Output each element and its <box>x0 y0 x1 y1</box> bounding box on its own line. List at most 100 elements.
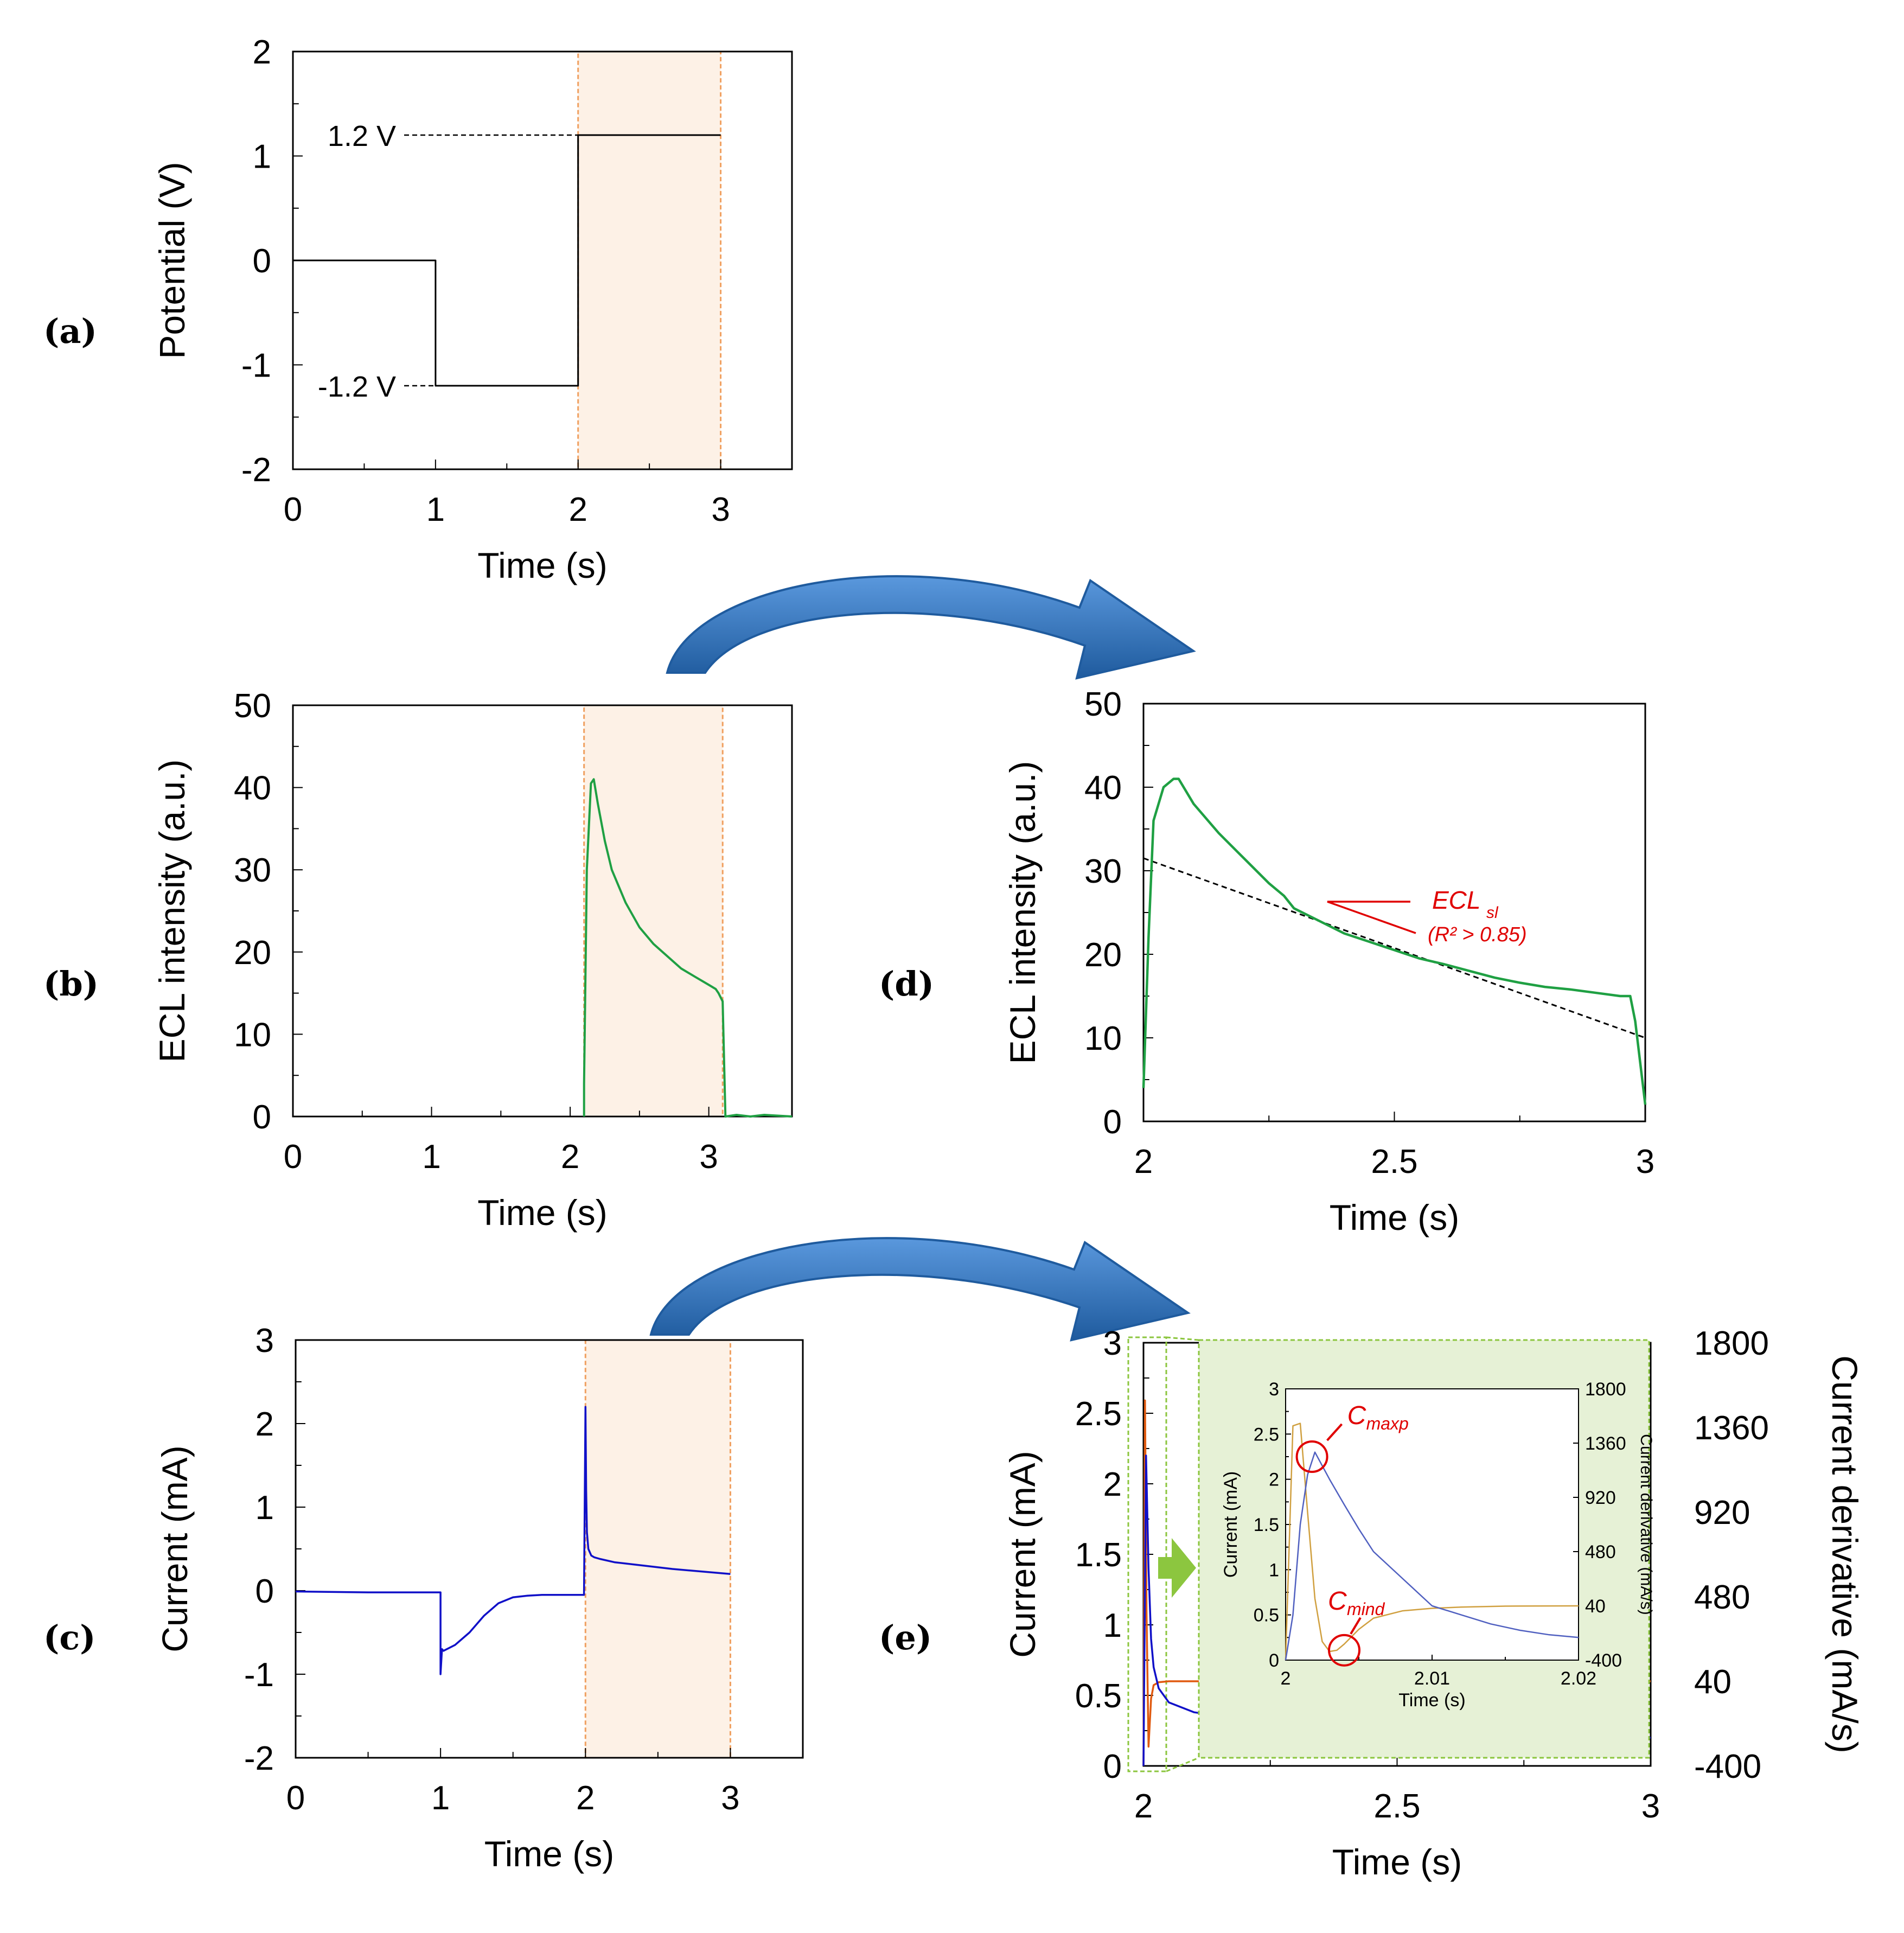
a-y-tick-label: 1 <box>253 138 271 176</box>
e-inset-marker-maxp <box>1295 1440 1328 1473</box>
e-y-axis-title: Current (mA) <box>1002 1451 1043 1657</box>
e-inset-current-line <box>1285 1451 1579 1661</box>
a-y-tick-label: 0 <box>253 243 271 280</box>
e-inset-annotation-maxp-sub: maxp <box>1366 1414 1409 1433</box>
a-x-tick-label: 2 <box>568 491 587 528</box>
d-y-tick-label: 40 <box>1084 769 1122 807</box>
d-annotation-r2: (R² > 0.85) <box>1428 923 1527 946</box>
e-y2-tick-label: 920 <box>1694 1494 1750 1532</box>
e-y2-tick-label: 480 <box>1694 1579 1750 1616</box>
e-inset-y-tick-label: 1 <box>1269 1560 1279 1580</box>
a-x-tick-label: 1 <box>426 491 445 528</box>
e-inset-y-tick-label: 1.5 <box>1254 1515 1279 1535</box>
chart-a: 0 1 2 3 -2 -1 0 1 2 Time (s) Potential (V) 1.2 V -1.… <box>152 34 793 585</box>
e-y-tick-label: 1 <box>1103 1607 1122 1644</box>
e-zoom-connector-top <box>1166 1336 1199 1341</box>
e-inset-x-tick-label: 2.01 <box>1414 1668 1450 1689</box>
e-y2-axis-title: Current derivative (mA/s) <box>1825 1355 1865 1753</box>
a-annotation-pos: 1.2 V <box>328 120 396 152</box>
e-y-tick-label: 0 <box>1103 1748 1122 1785</box>
e-inset-y-axis-title: Current (mA) <box>1221 1471 1241 1578</box>
a-y-tick-label: -2 <box>241 451 271 489</box>
e-inset-annotation-mind-sub: mind <box>1347 1599 1385 1619</box>
d-y-tick-label: 50 <box>1084 686 1122 723</box>
d-plot-frame <box>1142 703 1646 1122</box>
panel-label-b: (b) <box>43 964 99 1004</box>
b-y-tick-label: 40 <box>234 770 271 807</box>
b-ecl-line <box>583 778 793 1118</box>
c-y-tick-label: 0 <box>255 1573 274 1610</box>
e-y2-tick-label: 40 <box>1694 1663 1732 1701</box>
e-inset-x-tick-label: 2 <box>1281 1668 1291 1689</box>
e-inset-y2-axis-title: Current derivative (mA/s) <box>1637 1434 1655 1615</box>
e-y2-tick-label: 1800 <box>1694 1325 1769 1362</box>
c-y-axis-title: Current (mA) <box>155 1445 195 1652</box>
b-x-tick-label: 3 <box>699 1138 718 1176</box>
c-y-tick-label: -1 <box>244 1656 274 1694</box>
d-y-tick-label: 20 <box>1084 936 1122 974</box>
e-y-tick-label: 2.5 <box>1075 1395 1122 1433</box>
panel-label-d: (d) <box>879 964 934 1004</box>
a-x-tick-label: 0 <box>284 491 302 528</box>
e-inset-plot-frame <box>1285 1388 1579 1661</box>
c-x-tick-label: 1 <box>431 1779 450 1817</box>
b-x-tick-label: 1 <box>422 1138 440 1176</box>
b-x-tick-label: 0 <box>284 1138 302 1176</box>
e-inset-pointer-maxp <box>1326 1423 1343 1441</box>
e-inset-y2-tick-label: 40 <box>1585 1596 1606 1617</box>
d-slope-marker <box>1327 901 1416 934</box>
b-x-tick-label: 2 <box>561 1138 579 1176</box>
panel-label-c: (c) <box>43 1618 95 1657</box>
b-y-tick-label: 30 <box>234 852 271 889</box>
e-inset-x-tick-label: 2.02 <box>1561 1668 1596 1689</box>
e-zoom-arrow <box>1158 1538 1196 1598</box>
e-inset-y-tick-label: 0.5 <box>1254 1605 1279 1626</box>
chart-c: 0 1 2 3 -2 -1 0 1 2 3 Time (s) Current (mA) <box>155 1322 804 1874</box>
c-current-line <box>295 1406 731 1675</box>
d-fit-line <box>1143 857 1646 1039</box>
b-y-tick-label: 50 <box>234 687 271 725</box>
e-inset-y-tick-label: 0 <box>1269 1650 1279 1671</box>
c-y-tick-label: 1 <box>255 1489 274 1527</box>
c-x-tick-label: 2 <box>576 1779 595 1817</box>
curved-arrow-top <box>666 575 1196 680</box>
e-inset-y2-tick-label: -400 <box>1585 1650 1622 1671</box>
e-x-axis-title: Time (s) <box>1332 1842 1462 1882</box>
e-inset-y-tick-label: 3 <box>1269 1379 1279 1400</box>
e-inset-y-tick-label: 2.5 <box>1254 1424 1279 1445</box>
a-annotation-neg: -1.2 V <box>318 371 396 403</box>
panel-label-a: (a) <box>43 311 97 351</box>
c-x-axis-title: Time (s) <box>484 1834 615 1874</box>
b-highlight-region <box>583 704 724 1118</box>
d-x-tick-label: 2.5 <box>1371 1143 1417 1181</box>
curved-arrow-bottom <box>649 1237 1191 1342</box>
c-y-tick-label: -2 <box>244 1740 274 1777</box>
e-y-tick-label: 2 <box>1103 1466 1122 1503</box>
d-y-axis-title: ECL intensity (a.u.) <box>1002 761 1043 1064</box>
a-y-tick-label: -1 <box>241 347 271 385</box>
d-ecl-line <box>1142 777 1647 1105</box>
e-inset-y2-tick-label: 920 <box>1585 1488 1616 1508</box>
panel-label-e: (e) <box>879 1618 932 1657</box>
e-inset-y2-tick-label: 1800 <box>1585 1379 1626 1400</box>
e-inset-y2-tick-label: 480 <box>1585 1542 1616 1562</box>
chart-e: 2 2.5 3 0 0.5 1 1.5 2 2.5 3 Time (s) Current (mA) -4… <box>1002 1325 1865 1882</box>
e-y-tick-label: 1.5 <box>1075 1536 1122 1574</box>
e-y2-tick-label: 1360 <box>1694 1409 1769 1447</box>
e-inset-derivative-line <box>1285 1422 1579 1661</box>
e-x-tick-label: 2 <box>1134 1788 1153 1825</box>
e-inset-annotation-mind: C <box>1328 1587 1347 1616</box>
c-highlight-region <box>584 1339 731 1759</box>
d-x-tick-label: 3 <box>1636 1143 1654 1181</box>
c-x-tick-label: 3 <box>721 1779 739 1817</box>
a-highlight-region <box>577 50 722 470</box>
a-y-axis-title: Potential (V) <box>152 162 192 359</box>
b-y-tick-label: 10 <box>234 1016 271 1054</box>
e-y2-tick-label: -400 <box>1694 1748 1761 1785</box>
e-x-tick-label: 2.5 <box>1373 1788 1420 1825</box>
e-inset-pointer-mind <box>1350 1617 1362 1635</box>
c-y-tick-label: 2 <box>255 1406 274 1443</box>
a-potential-line <box>293 134 721 387</box>
